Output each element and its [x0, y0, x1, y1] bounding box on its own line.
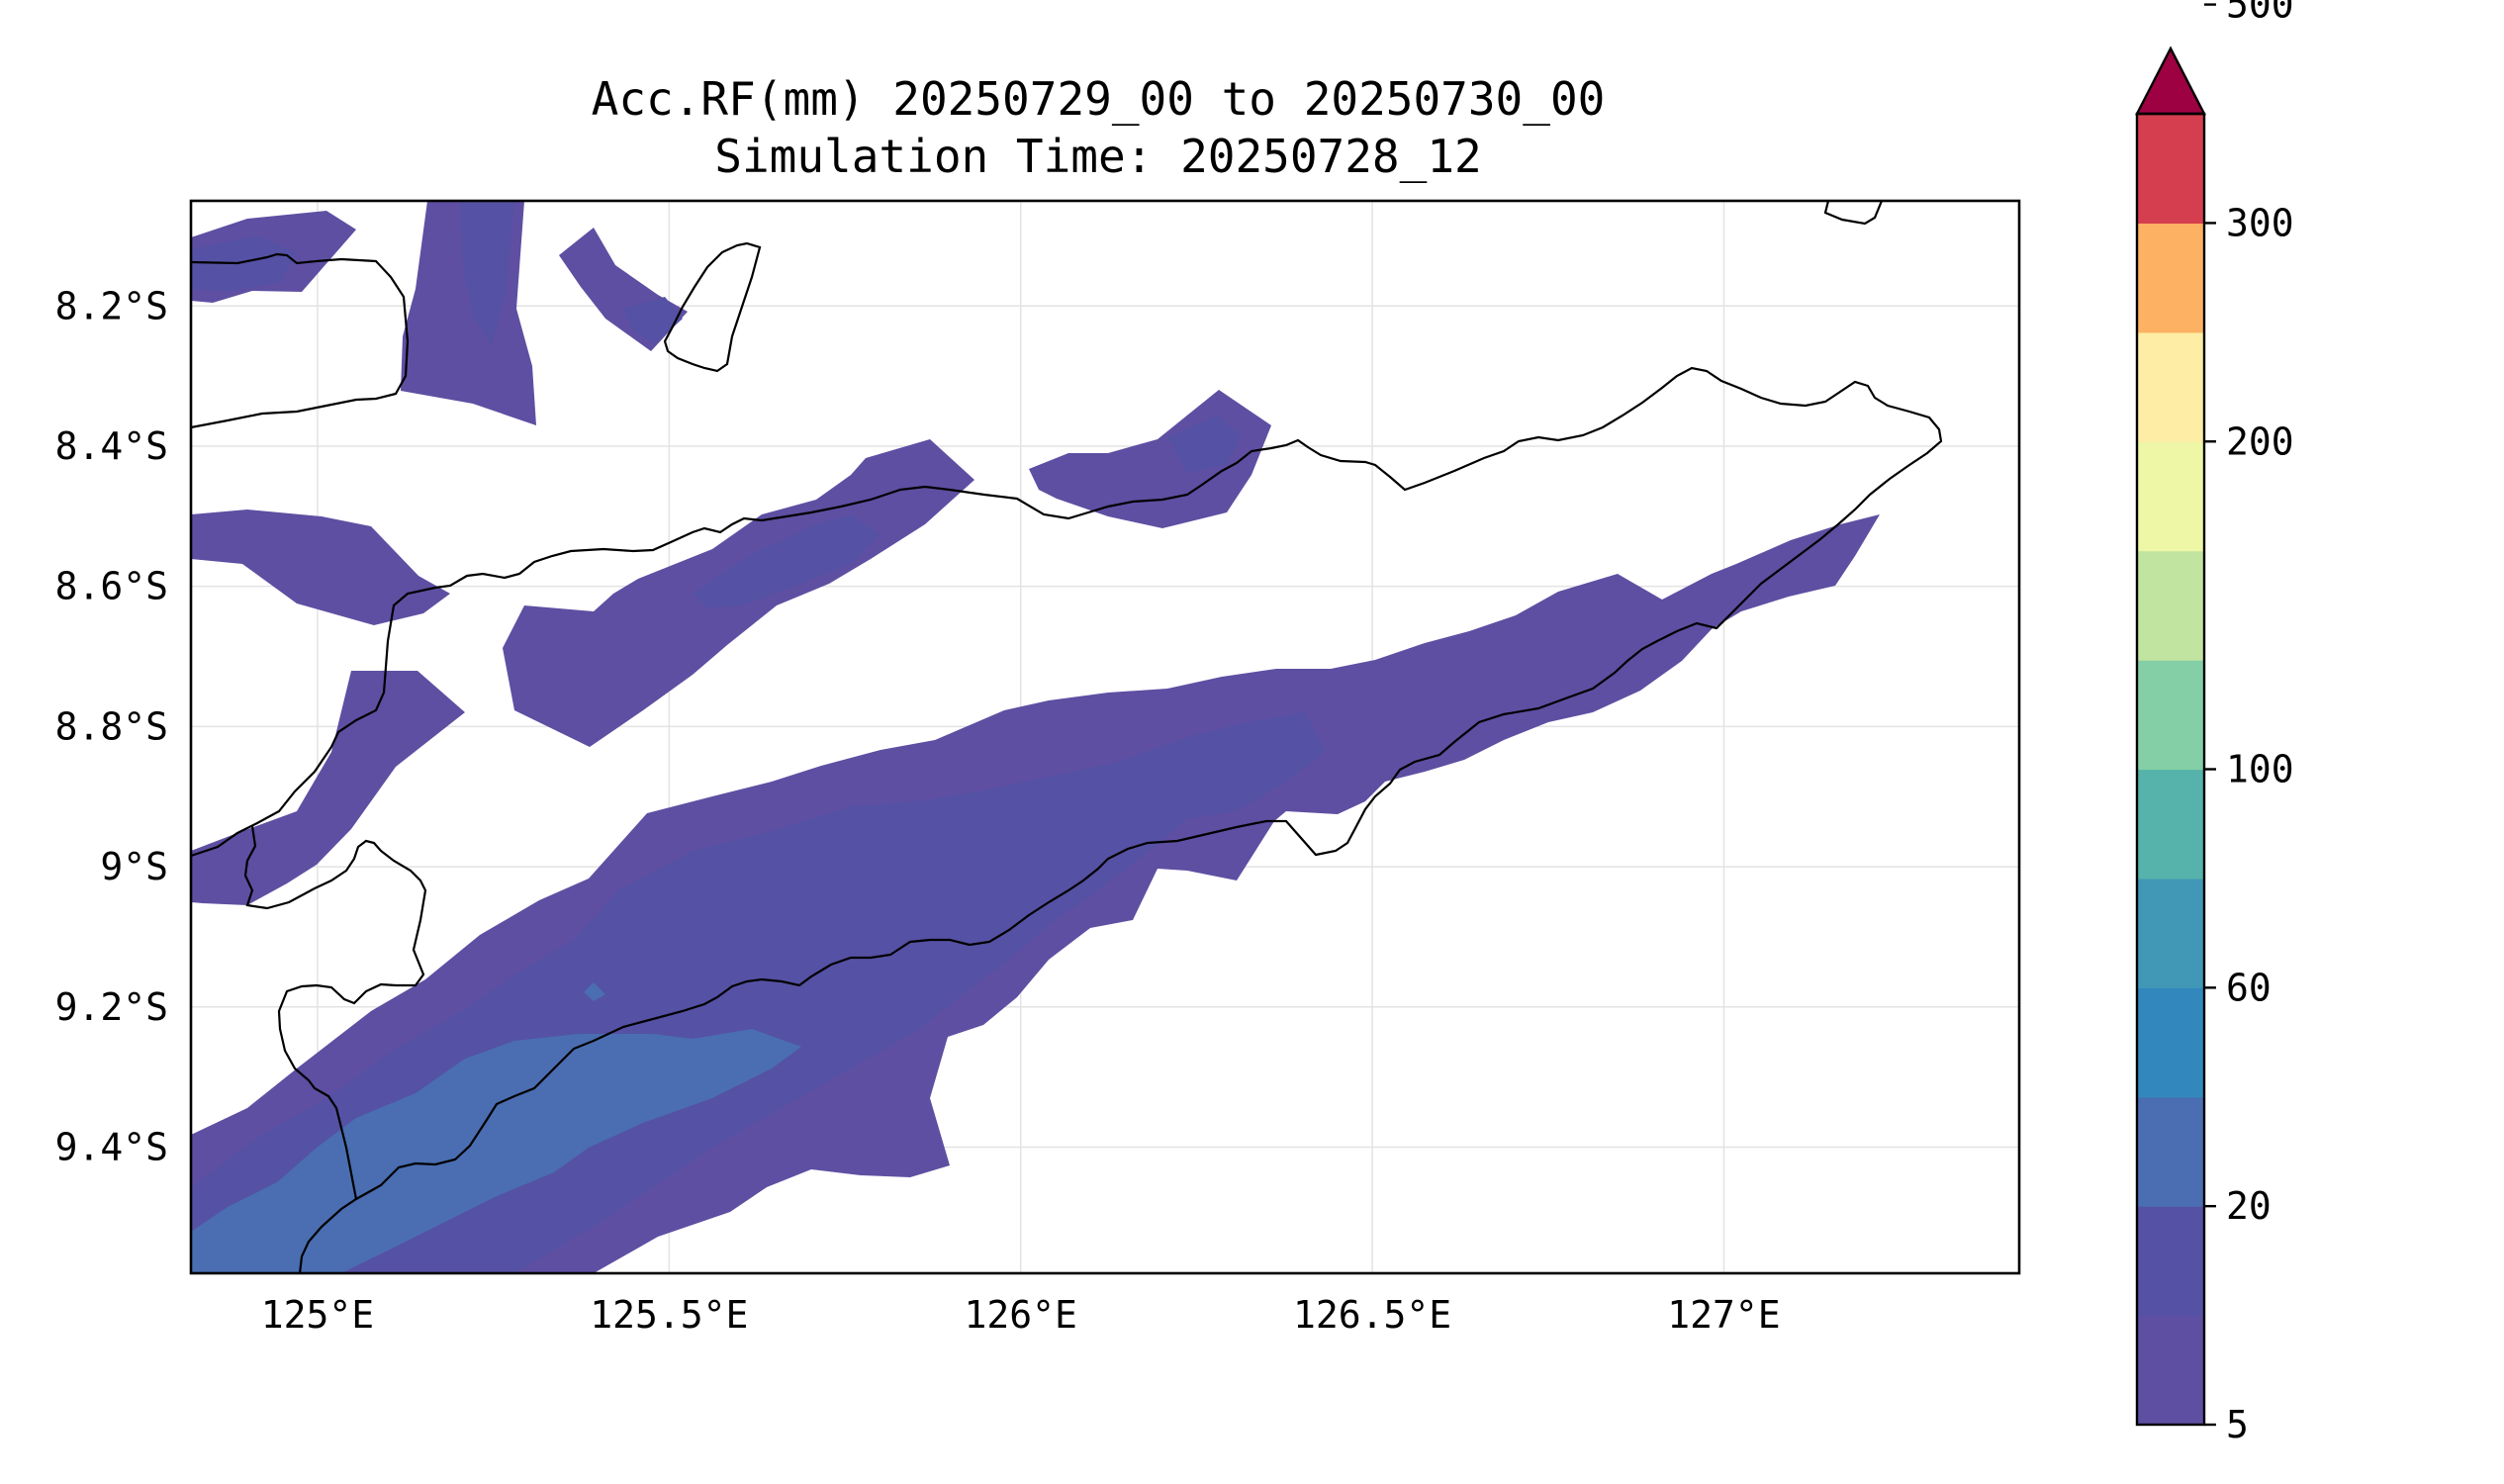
colorbar-tick-label: 20 [2226, 1184, 2272, 1228]
latitude-tick-label: 9.2°S [55, 985, 168, 1029]
rain-patch [1167, 416, 1242, 473]
map-title: Acc.RF(mm) 20250729_00 to 20250730_00 [592, 72, 1606, 126]
colorbar-segment [2137, 1315, 2204, 1426]
rain-patch [191, 1029, 801, 1273]
rain-patch [191, 510, 450, 625]
colorbar-segment [2137, 660, 2204, 771]
colorbar-segment [2137, 1206, 2204, 1317]
coastline-alor [663, 241, 762, 373]
colorbar-tick-label: 60 [2226, 966, 2272, 1009]
longitude-tick-label: 125.5°E [590, 1293, 748, 1337]
latitude-tick-label: 9.4°S [55, 1125, 168, 1168]
coastline-border [243, 825, 427, 1200]
map-subtitle: Simulation Time: 20250728_12 [714, 130, 1481, 183]
latitude-tick-label: 8.2°S [55, 284, 168, 327]
coastline-atauro [1823, 201, 1884, 226]
colorbar-tick-label: 200 [2226, 419, 2294, 463]
map-frame [189, 199, 2021, 1275]
latitude-tick-label: 8.8°S [55, 704, 168, 748]
longitude-tick-label: 125°E [261, 1293, 374, 1337]
colorbar-segment [2137, 550, 2204, 661]
colorbar-tick-label: 300 [2226, 201, 2294, 244]
latitude-tick-label: 8.4°S [55, 424, 168, 468]
colorbar-extend-arrow [2135, 46, 2206, 116]
rain-patch [584, 982, 605, 1001]
colorbar-segment [2137, 114, 2204, 225]
colorbar-segment [2137, 441, 2204, 552]
rain-patch [1029, 390, 1271, 528]
rain-patch [693, 514, 881, 608]
rain-patch [460, 201, 514, 346]
coastlines [191, 201, 1943, 1273]
rainfall-contours [191, 201, 1880, 1273]
longitude-tick-label: 127°E [1667, 1293, 1780, 1337]
coastline-timor [191, 366, 1943, 1273]
rainfall-band-20-40 [191, 982, 801, 1273]
colorbar-tick-label: 100 [2226, 748, 2294, 791]
longitude-axis: 125°E 125.5°E 126°E 126.5°E 127°E [261, 1293, 1781, 1337]
colorbar-tick-label: 5 [2226, 1403, 2249, 1446]
latitude-tick-label: 9°S [100, 845, 168, 888]
colorbar-segment [2137, 1096, 2204, 1207]
colorbar-segment [2137, 331, 2204, 442]
rainfall-colorbar: 5 20 60 100 200 300 500 [2135, 0, 2294, 1446]
colorbar-segment [2137, 878, 2204, 988]
latitude-tick-label: 8.6°S [55, 565, 168, 608]
rain-patch [623, 297, 683, 344]
colorbar-segment [2137, 223, 2204, 333]
colorbar-tick-label: 500 [2226, 0, 2294, 27]
longitude-tick-label: 126°E [965, 1293, 1077, 1337]
rain-patch [191, 671, 465, 905]
latitude-axis: 8.2°S 8.4°S 8.6°S 8.8°S 9°S 9.2°S 9.4°S [55, 284, 168, 1168]
rain-patch [191, 235, 297, 292]
longitude-tick-label: 126.5°E [1293, 1293, 1451, 1337]
colorbar-segment [2137, 769, 2204, 880]
coastline-flores [191, 252, 410, 429]
colorbar-segment [2137, 987, 2204, 1098]
